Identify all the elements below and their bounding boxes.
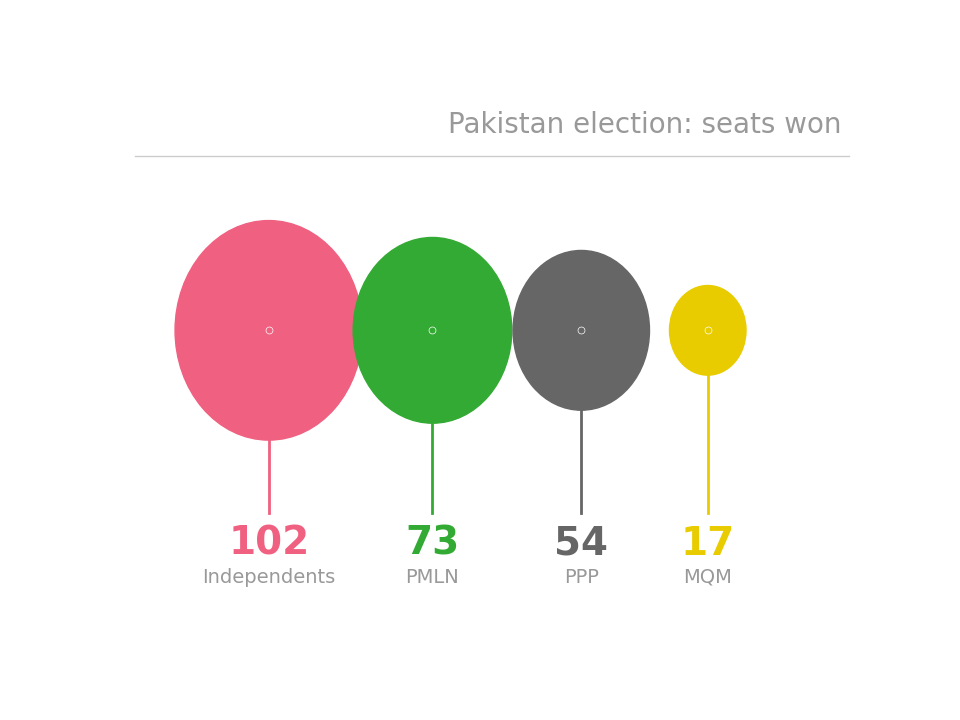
Text: 17: 17 bbox=[681, 525, 735, 563]
Ellipse shape bbox=[353, 238, 512, 423]
Ellipse shape bbox=[175, 220, 363, 440]
Text: Independents: Independents bbox=[203, 567, 335, 587]
Text: PMLN: PMLN bbox=[406, 567, 459, 587]
Text: 102: 102 bbox=[228, 525, 309, 563]
Text: Pakistan election: seats won: Pakistan election: seats won bbox=[448, 111, 842, 139]
Ellipse shape bbox=[669, 286, 746, 375]
Text: 54: 54 bbox=[554, 525, 609, 563]
Text: MQM: MQM bbox=[684, 567, 732, 587]
Text: 73: 73 bbox=[405, 525, 460, 563]
Ellipse shape bbox=[513, 251, 650, 410]
Text: PPP: PPP bbox=[564, 567, 599, 587]
